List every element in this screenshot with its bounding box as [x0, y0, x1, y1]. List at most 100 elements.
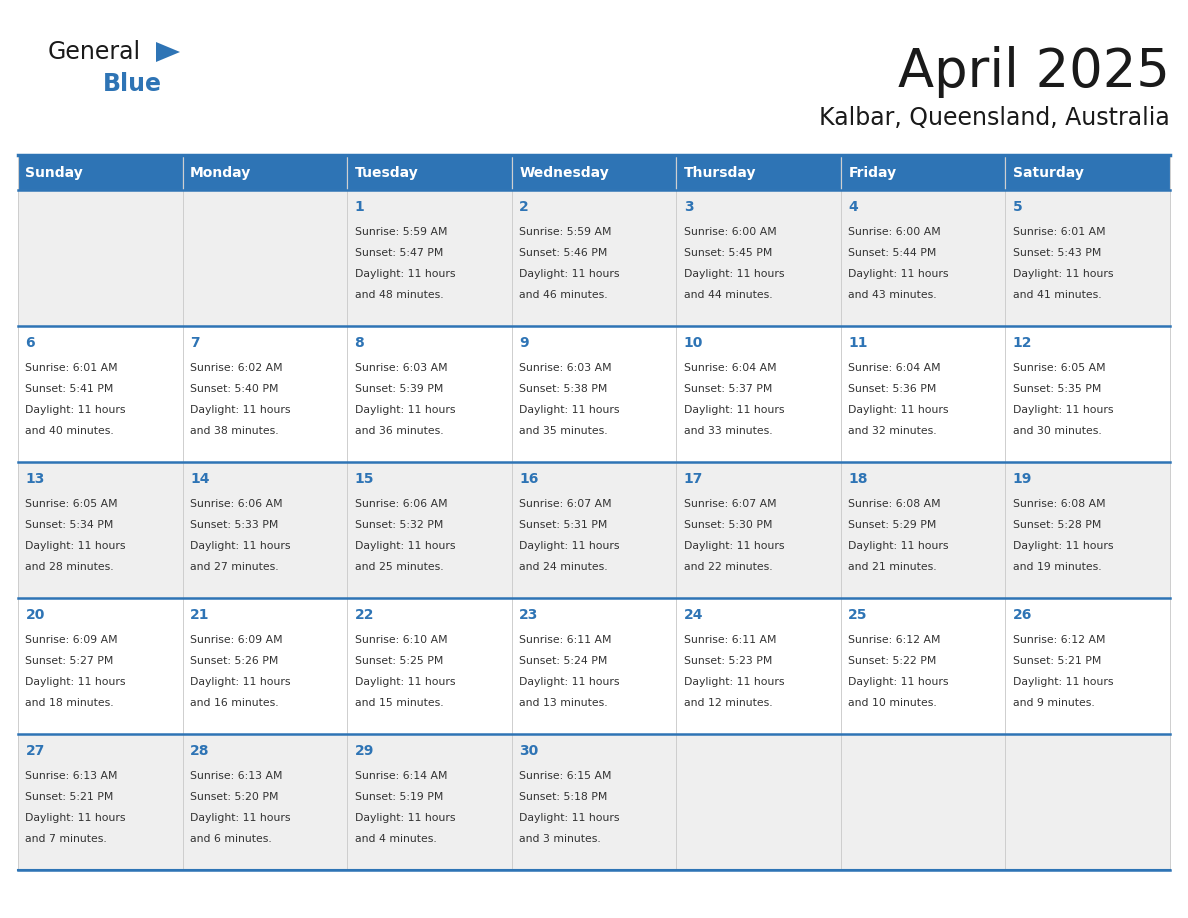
Text: and 48 minutes.: and 48 minutes. [354, 290, 443, 300]
Text: Sunrise: 6:11 AM: Sunrise: 6:11 AM [519, 634, 612, 644]
Bar [347, 462, 512, 598]
Text: Daylight: 11 hours: Daylight: 11 hours [25, 405, 126, 415]
Text: Daylight: 11 hours: Daylight: 11 hours [190, 541, 291, 551]
Bar [841, 598, 1005, 734]
Text: 30: 30 [519, 744, 538, 757]
Text: and 16 minutes.: and 16 minutes. [190, 698, 279, 708]
Text: 19: 19 [1013, 472, 1032, 486]
Text: Sunrise: 6:08 AM: Sunrise: 6:08 AM [848, 498, 941, 509]
Text: Sunrise: 6:06 AM: Sunrise: 6:06 AM [354, 498, 447, 509]
Bar [841, 462, 1005, 598]
Bar [512, 326, 676, 462]
Text: 21: 21 [190, 608, 209, 621]
Text: Sunrise: 6:02 AM: Sunrise: 6:02 AM [190, 363, 283, 373]
Bar [512, 190, 676, 326]
Text: Sunrise: 6:03 AM: Sunrise: 6:03 AM [519, 363, 612, 373]
Text: and 44 minutes.: and 44 minutes. [683, 290, 772, 300]
Text: Sunrise: 6:15 AM: Sunrise: 6:15 AM [519, 771, 612, 780]
Text: Daylight: 11 hours: Daylight: 11 hours [848, 677, 949, 687]
Text: Sunset: 5:45 PM: Sunset: 5:45 PM [683, 248, 772, 258]
Text: Sunset: 5:47 PM: Sunset: 5:47 PM [354, 248, 443, 258]
Bar [18, 734, 183, 870]
Text: 6: 6 [25, 335, 34, 350]
Text: Sunset: 5:26 PM: Sunset: 5:26 PM [190, 655, 278, 666]
Text: Sunset: 5:19 PM: Sunset: 5:19 PM [354, 792, 443, 801]
Bar [512, 734, 676, 870]
Bar [18, 598, 183, 734]
Text: Daylight: 11 hours: Daylight: 11 hours [1013, 541, 1113, 551]
Text: Sunset: 5:20 PM: Sunset: 5:20 PM [190, 792, 278, 801]
Text: 10: 10 [683, 335, 703, 350]
Bar [512, 598, 676, 734]
Text: Sunset: 5:22 PM: Sunset: 5:22 PM [848, 655, 936, 666]
Text: and 35 minutes.: and 35 minutes. [519, 426, 608, 436]
Bar [676, 155, 841, 190]
Text: 26: 26 [1013, 608, 1032, 621]
Text: and 43 minutes.: and 43 minutes. [848, 290, 937, 300]
Text: Daylight: 11 hours: Daylight: 11 hours [1013, 677, 1113, 687]
Text: Sunrise: 6:11 AM: Sunrise: 6:11 AM [683, 634, 776, 644]
Text: Sunrise: 6:04 AM: Sunrise: 6:04 AM [683, 363, 776, 373]
Bar [676, 734, 841, 870]
Text: Sunset: 5:18 PM: Sunset: 5:18 PM [519, 792, 607, 801]
Bar [347, 326, 512, 462]
Text: Daylight: 11 hours: Daylight: 11 hours [354, 677, 455, 687]
Bar [1005, 190, 1170, 326]
Text: Sunrise: 6:05 AM: Sunrise: 6:05 AM [1013, 363, 1106, 373]
Text: and 38 minutes.: and 38 minutes. [190, 426, 279, 436]
Text: Sunrise: 6:13 AM: Sunrise: 6:13 AM [190, 771, 283, 780]
Bar [1005, 598, 1170, 734]
Bar [676, 598, 841, 734]
Text: Monday: Monday [190, 166, 251, 180]
Text: Daylight: 11 hours: Daylight: 11 hours [25, 812, 126, 823]
Text: and 7 minutes.: and 7 minutes. [25, 834, 107, 844]
Text: 11: 11 [848, 335, 867, 350]
Text: Blue: Blue [103, 72, 162, 96]
Text: Daylight: 11 hours: Daylight: 11 hours [848, 541, 949, 551]
Text: Sunset: 5:39 PM: Sunset: 5:39 PM [354, 384, 443, 394]
Text: Kalbar, Queensland, Australia: Kalbar, Queensland, Australia [820, 106, 1170, 130]
Text: and 13 minutes.: and 13 minutes. [519, 698, 608, 708]
Text: 1: 1 [354, 199, 365, 214]
Bar [676, 190, 841, 326]
Text: Sunset: 5:33 PM: Sunset: 5:33 PM [190, 520, 278, 530]
Text: Sunset: 5:43 PM: Sunset: 5:43 PM [1013, 248, 1101, 258]
Text: Sunrise: 6:13 AM: Sunrise: 6:13 AM [25, 771, 118, 780]
Text: Sunrise: 6:07 AM: Sunrise: 6:07 AM [683, 498, 776, 509]
Text: and 21 minutes.: and 21 minutes. [848, 562, 937, 572]
Text: Sunset: 5:40 PM: Sunset: 5:40 PM [190, 384, 278, 394]
Text: Daylight: 11 hours: Daylight: 11 hours [683, 677, 784, 687]
Text: and 25 minutes.: and 25 minutes. [354, 562, 443, 572]
Text: 25: 25 [848, 608, 867, 621]
Text: Sunrise: 6:12 AM: Sunrise: 6:12 AM [1013, 634, 1105, 644]
Text: Sunset: 5:24 PM: Sunset: 5:24 PM [519, 655, 607, 666]
Bar [347, 598, 512, 734]
Text: Sunset: 5:37 PM: Sunset: 5:37 PM [683, 384, 772, 394]
Bar [347, 155, 512, 190]
Text: 17: 17 [683, 472, 703, 486]
Text: 24: 24 [683, 608, 703, 621]
Text: Sunrise: 6:10 AM: Sunrise: 6:10 AM [354, 634, 447, 644]
Text: Daylight: 11 hours: Daylight: 11 hours [190, 405, 291, 415]
Text: 9: 9 [519, 335, 529, 350]
Text: Sunset: 5:25 PM: Sunset: 5:25 PM [354, 655, 443, 666]
Text: Daylight: 11 hours: Daylight: 11 hours [25, 677, 126, 687]
Text: Daylight: 11 hours: Daylight: 11 hours [519, 541, 620, 551]
Text: Daylight: 11 hours: Daylight: 11 hours [519, 677, 620, 687]
Text: Daylight: 11 hours: Daylight: 11 hours [848, 269, 949, 279]
Text: and 10 minutes.: and 10 minutes. [848, 698, 937, 708]
Text: and 27 minutes.: and 27 minutes. [190, 562, 279, 572]
Text: Sunset: 5:21 PM: Sunset: 5:21 PM [1013, 655, 1101, 666]
Text: and 19 minutes.: and 19 minutes. [1013, 562, 1101, 572]
Bar [1005, 734, 1170, 870]
Text: Daylight: 11 hours: Daylight: 11 hours [848, 405, 949, 415]
Text: and 3 minutes.: and 3 minutes. [519, 834, 601, 844]
Bar [183, 734, 347, 870]
Text: and 22 minutes.: and 22 minutes. [683, 562, 772, 572]
Text: Sunset: 5:35 PM: Sunset: 5:35 PM [1013, 384, 1101, 394]
Text: Daylight: 11 hours: Daylight: 11 hours [354, 269, 455, 279]
Bar [183, 326, 347, 462]
Text: Daylight: 11 hours: Daylight: 11 hours [519, 405, 620, 415]
Text: and 33 minutes.: and 33 minutes. [683, 426, 772, 436]
Text: Sunset: 5:41 PM: Sunset: 5:41 PM [25, 384, 114, 394]
